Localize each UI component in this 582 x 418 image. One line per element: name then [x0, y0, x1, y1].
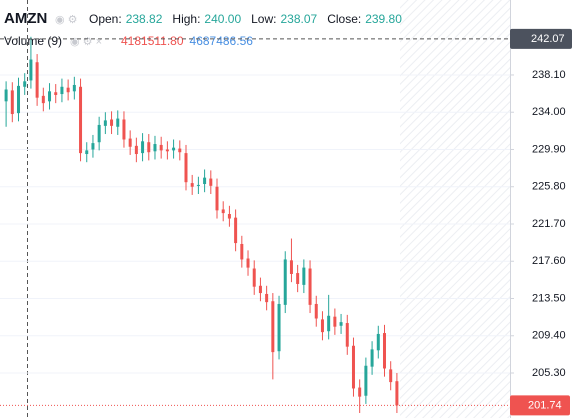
candle-body: [240, 243, 244, 260]
candle-body: [246, 258, 250, 268]
candle-body: [97, 124, 101, 143]
candle-body: [265, 293, 269, 303]
candle-body: [302, 267, 306, 285]
volume-value: 4687486.56: [190, 34, 254, 48]
candle-body: [116, 118, 120, 127]
y-tick-label: 229.90: [532, 143, 566, 155]
candle-body: [66, 87, 70, 93]
y-tick-label: 217.60: [532, 255, 566, 267]
candle-body: [203, 177, 207, 185]
visibility-icons: ◉ ⚙: [55, 14, 78, 26]
legend-label: High:: [172, 12, 200, 26]
candle-body: [277, 303, 281, 352]
candle-body: [41, 95, 45, 104]
candle-body: [48, 91, 52, 102]
candle-body: [128, 138, 132, 147]
candle-body: [296, 273, 300, 284]
candle-body: [314, 303, 318, 319]
candle-body: [358, 387, 362, 397]
y-tick-label: 213.50: [532, 292, 566, 304]
candle-body: [72, 84, 76, 92]
candle-body: [10, 90, 14, 115]
y-tick-label: 221.70: [532, 218, 566, 230]
candle-body: [85, 150, 89, 155]
candle-body: [221, 209, 225, 214]
candle-body: [271, 301, 275, 353]
candle-body: [320, 319, 324, 333]
candle-body: [60, 86, 64, 95]
candle-body: [227, 213, 231, 219]
legend-value: 238.82: [126, 12, 163, 26]
legend-label: Open:: [89, 12, 122, 26]
candle-body: [209, 178, 213, 186]
candle-body: [308, 268, 312, 305]
candle-body: [17, 85, 21, 114]
volume-value: 4181511.80: [121, 34, 184, 48]
y-tick-label: 234.00: [532, 106, 566, 118]
candle-body: [376, 333, 380, 351]
y-tick-label: 225.80: [532, 181, 566, 193]
legend-value: 238.07: [280, 12, 317, 26]
candle-body: [54, 92, 58, 95]
candle-body: [29, 59, 33, 81]
candle-body: [364, 365, 368, 396]
candle-body: [389, 369, 393, 383]
candle-body: [153, 144, 157, 152]
candle-body: [370, 349, 374, 367]
last-price-label-bg: [510, 395, 570, 416]
candle-body: [122, 119, 126, 140]
candle-body: [395, 381, 399, 406]
candle-body: [327, 315, 331, 332]
legend-label: Low:: [251, 12, 276, 26]
last-price-label: 201.74: [528, 399, 562, 411]
legend-value: 240.00: [204, 12, 241, 26]
future-area: [400, 0, 510, 418]
candle-body: [289, 260, 293, 274]
candle-body: [258, 285, 262, 294]
candle-body: [190, 183, 194, 187]
candle-body: [178, 148, 182, 153]
candle-body: [159, 144, 163, 151]
candle-body: [23, 81, 27, 87]
y-tick-label: 238.10: [532, 69, 566, 81]
candle-body: [103, 120, 107, 126]
candle-body: [110, 119, 114, 126]
candle-body: [333, 316, 337, 327]
candle-body: [215, 186, 219, 211]
candle-body: [345, 323, 349, 347]
candle-body: [172, 147, 176, 151]
candle-body: [339, 322, 343, 326]
volume-label: Volume (9): [4, 34, 62, 48]
candle-body: [283, 259, 287, 305]
candle-body: [147, 142, 151, 153]
crosshair-label-bg: [510, 28, 572, 49]
candle-body: [79, 86, 83, 154]
candle-body: [351, 345, 355, 389]
candle-body: [35, 62, 39, 98]
y-tick-label: 205.30: [532, 367, 566, 379]
candle-body: [165, 149, 169, 152]
candle-body: [382, 333, 386, 369]
candle-body: [4, 89, 8, 102]
symbol: AMZN: [4, 10, 47, 27]
volume-icons: ◉ ⚙ ×: [70, 36, 102, 48]
y-tick-label: 209.40: [532, 330, 566, 342]
candle-body: [196, 184, 200, 186]
candle-body: [184, 153, 188, 183]
legend-value: 239.80: [365, 12, 402, 26]
candle-body: [252, 268, 256, 287]
candle-body: [141, 141, 145, 154]
crosshair-label: 242.07: [531, 33, 565, 45]
candle-body: [91, 143, 95, 150]
candle-body: [234, 217, 238, 244]
candle-body: [134, 145, 138, 155]
legend-label: Close:: [327, 12, 361, 26]
